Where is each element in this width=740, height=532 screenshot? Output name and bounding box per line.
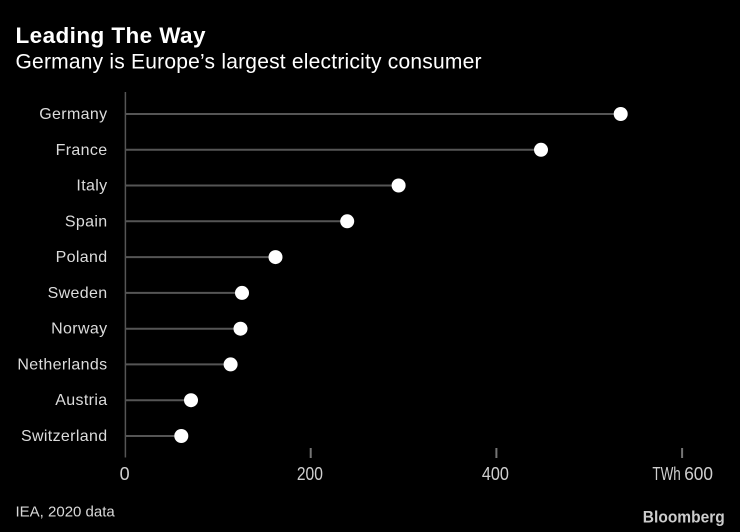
svg-text:TWh: TWh (652, 464, 680, 484)
svg-text:Germany is Europe’s largest el: Germany is Europe’s largest electricity … (16, 50, 482, 73)
svg-text:200: 200 (297, 464, 323, 484)
svg-text:600: 600 (684, 464, 713, 484)
svg-text:0: 0 (120, 464, 130, 484)
svg-text:Leading The Way: Leading The Way (16, 23, 206, 48)
svg-text:Bloomberg: Bloomberg (643, 507, 725, 526)
svg-text:Germany: Germany (39, 106, 107, 123)
svg-text:IEA, 2020 data: IEA, 2020 data (16, 504, 116, 521)
svg-text:Norway: Norway (51, 321, 107, 338)
svg-text:Poland: Poland (56, 249, 108, 266)
svg-text:Austria: Austria (55, 392, 107, 409)
svg-text:Italy: Italy (76, 178, 107, 195)
svg-text:Spain: Spain (65, 213, 108, 230)
svg-text:400: 400 (482, 464, 509, 484)
svg-text:Switzerland: Switzerland (21, 428, 108, 445)
svg-text:France: France (56, 142, 108, 159)
svg-text:Sweden: Sweden (48, 285, 108, 302)
svg-text:Netherlands: Netherlands (17, 356, 107, 373)
